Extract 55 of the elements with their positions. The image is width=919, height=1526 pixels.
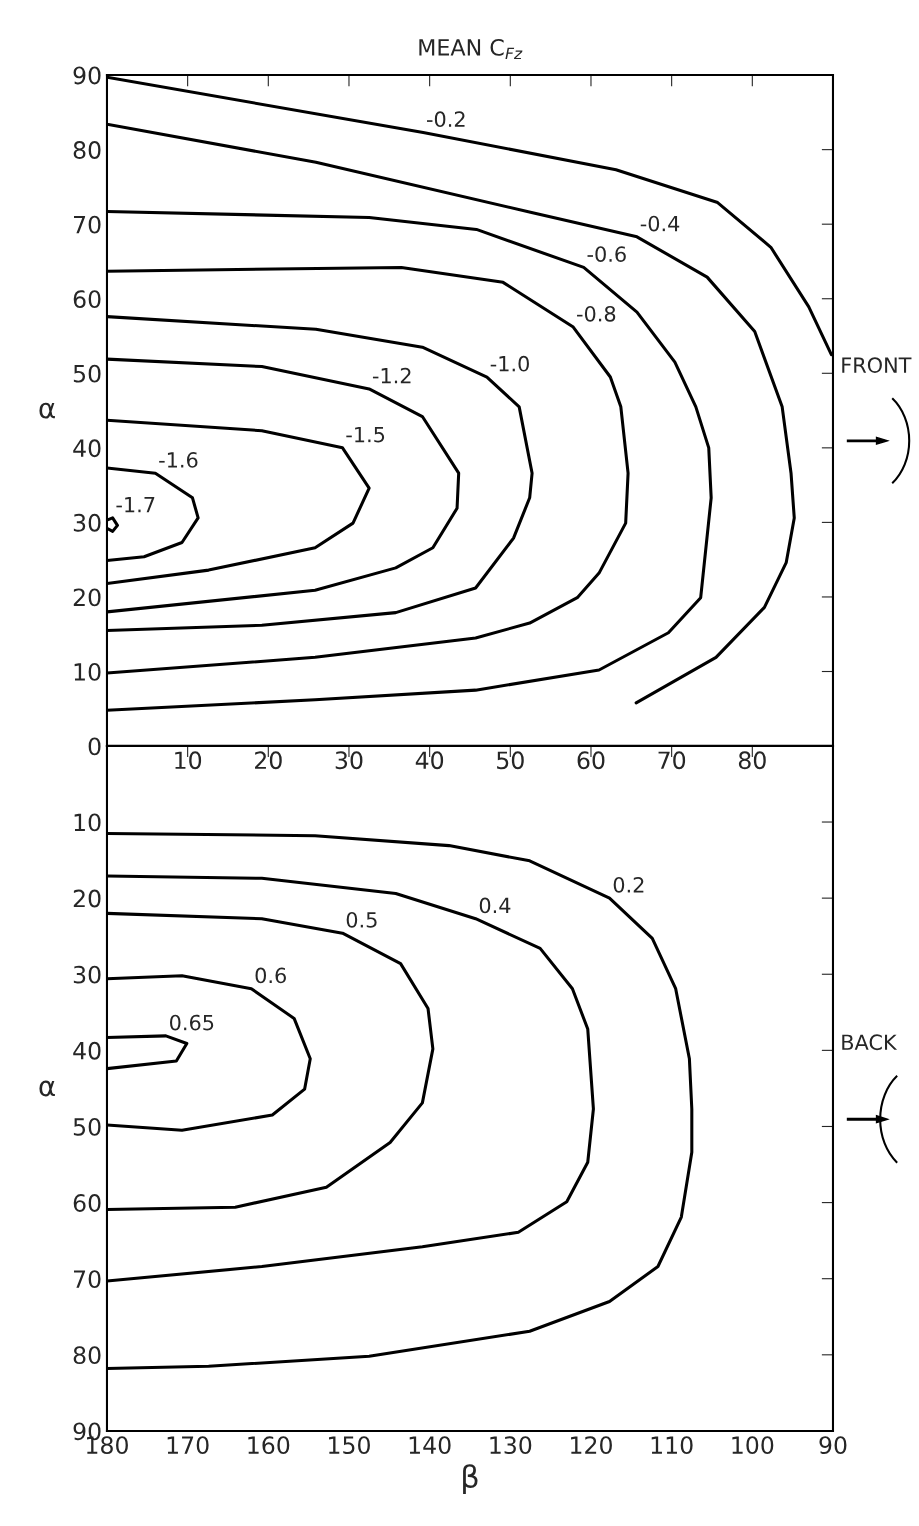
y-tick-label: 40 xyxy=(73,1041,101,1060)
series-label: -0.6 xyxy=(587,246,626,262)
x-tick-label: 10 xyxy=(175,751,202,770)
series-label: 0.4 xyxy=(479,897,511,914)
x-axis-title: β xyxy=(463,1464,478,1494)
x-tick-label: 130 xyxy=(490,1436,532,1455)
x-tick-label: 150 xyxy=(329,1436,370,1455)
series-label: -1.5 xyxy=(346,426,385,443)
y-tick-label: 20 xyxy=(73,588,101,607)
text: FRONT xyxy=(842,357,912,373)
x-tick-label: 140 xyxy=(409,1436,451,1455)
x-tick-label: 60 xyxy=(577,751,605,770)
series-label: 0.5 xyxy=(346,911,377,928)
x-tick-label: 20 xyxy=(255,751,282,770)
series-label: 0.65 xyxy=(170,1014,214,1031)
y-tick-label: 70 xyxy=(74,1270,101,1289)
series-label: -1.6 xyxy=(159,452,198,468)
y-tick-label: 30 xyxy=(73,513,101,532)
y-tick-label: 60 xyxy=(73,1194,101,1212)
x-tick-label: 70 xyxy=(658,751,686,770)
series-label: -0.2 xyxy=(426,111,465,128)
x-tick-label: 110 xyxy=(651,1436,693,1455)
y-tick-label: 80 xyxy=(73,141,101,159)
x-tick-label: 30 xyxy=(335,751,363,770)
y-tick-label: 60 xyxy=(73,290,101,309)
series-label: -1.2 xyxy=(372,367,411,384)
x-tick-label: 100 xyxy=(732,1436,774,1455)
y-tick-label: 20 xyxy=(73,889,101,908)
y-tick-label: 80 xyxy=(73,1346,101,1365)
y-tick-label: 40 xyxy=(73,439,101,458)
chart-title: MEAN C$_{Fz}$ xyxy=(419,38,523,60)
x-tick-label: 40 xyxy=(415,751,444,770)
y-tick-label: 50 xyxy=(73,364,101,383)
x-tick-label: 170 xyxy=(167,1436,209,1455)
series-label: -1.7 xyxy=(116,497,155,513)
x-tick-label: 80 xyxy=(738,751,766,770)
y-tick-label: 10 xyxy=(74,813,101,832)
y-axis-title: α xyxy=(39,402,55,419)
y-tick-label: 70 xyxy=(74,215,101,234)
y-axis-title: α xyxy=(39,1080,55,1097)
x-tick-label: 50 xyxy=(497,751,524,770)
y-tick-label: 90 xyxy=(73,66,101,85)
y-tick-label: 0 xyxy=(88,737,101,756)
series-label: -0.8 xyxy=(577,305,616,322)
text: BACK xyxy=(842,1034,898,1051)
y-tick-label: 10 xyxy=(74,662,101,681)
series-label: -0.4 xyxy=(640,215,680,232)
x-tick-label: 160 xyxy=(248,1436,290,1455)
y-tick-label: 30 xyxy=(73,965,101,984)
series-label: -1.0 xyxy=(490,355,529,372)
series-label: 0.6 xyxy=(255,967,286,984)
series-label: 0.2 xyxy=(613,876,644,893)
y-tick-label: 50 xyxy=(73,1117,101,1136)
x-tick-label: 90 xyxy=(819,1436,847,1455)
x-tick-label: 120 xyxy=(571,1436,612,1455)
